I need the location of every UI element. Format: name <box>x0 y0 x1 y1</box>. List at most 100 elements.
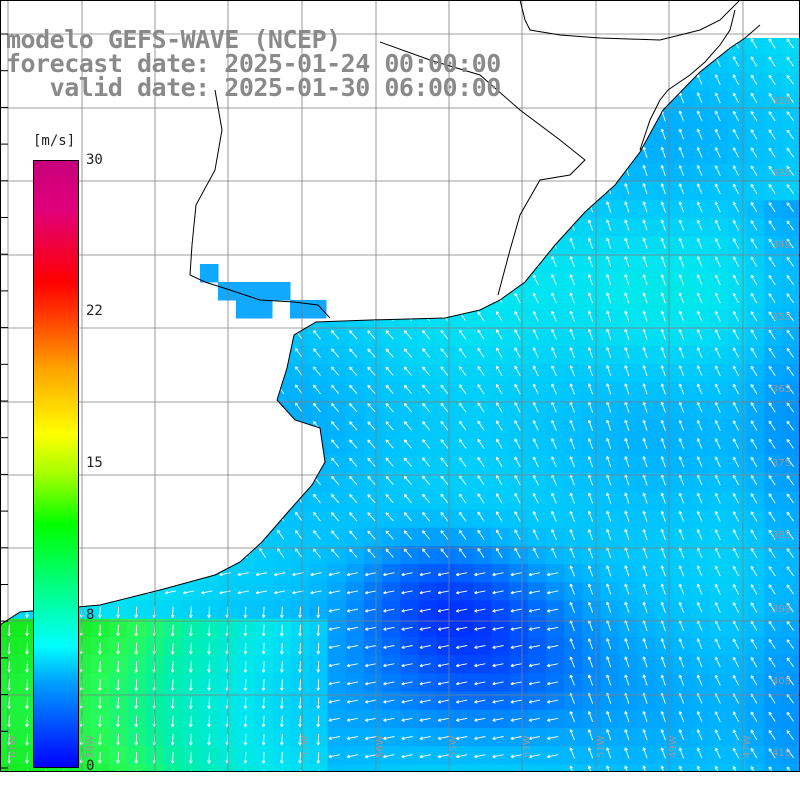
field-cell <box>0 527 19 547</box>
wind-arrow <box>207 642 211 655</box>
wind-arrow <box>331 293 340 303</box>
field-cell <box>273 182 292 201</box>
field-cell <box>109 254 128 274</box>
field-cell <box>527 236 547 256</box>
field-cell <box>254 509 274 529</box>
field-cell <box>309 182 329 201</box>
field-cell <box>418 254 438 274</box>
wind-arrow <box>441 3 448 12</box>
field-cell <box>436 200 456 219</box>
wind-arrow <box>367 202 376 212</box>
wind-arrow <box>422 111 431 122</box>
wind-arrow <box>237 590 249 595</box>
field-cell <box>782 72 800 92</box>
wind-arrow <box>188 733 193 746</box>
wind-arrow <box>295 384 303 395</box>
field-cell <box>109 127 128 147</box>
wind-arrow <box>259 220 266 231</box>
field-cell <box>564 54 583 74</box>
wind-arrow <box>92 590 104 595</box>
field-cell <box>509 163 529 183</box>
field-cell <box>273 127 292 147</box>
wind-arrow <box>241 365 248 377</box>
field-cell <box>0 509 19 529</box>
field-cell <box>127 0 146 19</box>
field-cell <box>436 163 456 183</box>
field-cell <box>582 0 601 19</box>
field-cell <box>127 291 147 310</box>
wind-arrow <box>422 202 431 213</box>
field-cell <box>109 418 128 438</box>
wind-arrow <box>170 624 175 637</box>
wind-arrow <box>458 165 467 176</box>
wind-arrow <box>188 606 193 618</box>
wind-arrow <box>495 183 503 195</box>
wind-arrow <box>169 292 175 304</box>
field-cell <box>254 418 274 438</box>
wind-arrow <box>458 202 467 213</box>
wind-arrow <box>132 474 138 486</box>
field-cell <box>273 236 292 256</box>
wind-arrow <box>259 511 266 522</box>
field-cell <box>491 254 511 274</box>
wind-arrow <box>477 165 485 176</box>
wind-arrow <box>23 420 30 431</box>
field-cell <box>455 764 474 772</box>
field-cell <box>254 254 274 274</box>
field-cell <box>509 254 529 274</box>
field-cell <box>436 291 456 310</box>
field-cell <box>327 109 347 128</box>
field-cell <box>109 109 128 128</box>
field-cell <box>91 564 110 583</box>
wind-arrow <box>477 293 485 304</box>
wind-arrow <box>187 347 193 359</box>
wind-arrow <box>440 184 449 194</box>
field-cell <box>782 764 800 772</box>
wind-arrow <box>134 661 139 673</box>
wind-arrow <box>205 401 212 413</box>
field-cell <box>273 145 292 165</box>
field-cell <box>600 145 620 165</box>
field-cell <box>163 291 183 310</box>
field-cell <box>91 200 110 219</box>
field-cell <box>182 0 201 19</box>
wind-arrow <box>367 111 376 121</box>
wind-arrow <box>187 456 193 468</box>
wind-arrow <box>241 220 248 231</box>
wind-arrow <box>477 256 485 267</box>
wind-arrow <box>115 2 119 13</box>
wind-arrow <box>349 239 358 249</box>
lat-label-40s: 40S <box>772 676 792 687</box>
wind-arrow <box>587 92 594 104</box>
field-cell <box>582 163 602 183</box>
field-cell <box>382 291 401 310</box>
wind-arrow <box>661 20 665 31</box>
wind-arrow <box>606 73 612 86</box>
field-cell <box>619 0 638 19</box>
field-cell <box>127 364 147 383</box>
wind-arrow <box>205 310 212 322</box>
wind-arrow <box>169 310 175 322</box>
wind-arrow <box>551 92 557 104</box>
field-cell <box>618 145 638 165</box>
wind-arrow <box>114 292 120 304</box>
wind-arrow <box>116 606 120 618</box>
field-cell <box>254 218 274 238</box>
wind-arrow <box>587 128 594 140</box>
field-cell <box>546 91 565 110</box>
wind-arrow <box>514 183 521 195</box>
field-cell <box>182 455 201 474</box>
field-cell <box>127 273 147 292</box>
wind-arrow <box>295 548 303 558</box>
field-cell <box>345 200 365 219</box>
wind-arrow <box>277 457 285 467</box>
field-cell <box>91 127 110 147</box>
wind-arrow <box>403 166 412 176</box>
field-cell <box>345 218 365 238</box>
wind-arrow <box>385 275 394 285</box>
wind-arrow <box>277 111 285 122</box>
wind-arrow <box>533 2 538 12</box>
wind-arrow <box>733 20 738 30</box>
field-cell <box>273 455 292 474</box>
field-cell <box>164 0 183 19</box>
